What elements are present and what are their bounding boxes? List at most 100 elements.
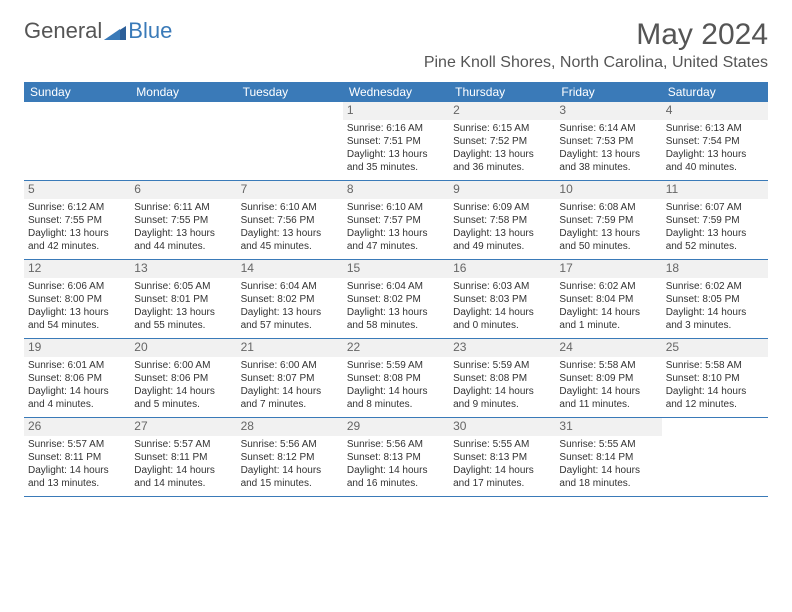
day-cell: 21Sunrise: 6:00 AMSunset: 8:07 PMDayligh… [237,339,343,417]
sunrise-text: Sunrise: 5:58 AM [666,359,764,372]
sunset-text: Sunset: 8:11 PM [134,451,232,464]
day-number: 2 [449,102,555,120]
day-cell [662,418,768,496]
sunset-text: Sunset: 7:57 PM [347,214,445,227]
sunrise-text: Sunrise: 5:59 AM [453,359,551,372]
day-number: 10 [555,181,661,199]
sunrise-text: Sunrise: 6:04 AM [347,280,445,293]
day-number: 15 [343,260,449,278]
daylight-text: Daylight: 14 hours and 5 minutes. [134,385,232,411]
daylight-text: Daylight: 14 hours and 1 minute. [559,306,657,332]
day-number: 5 [24,181,130,199]
day-number: 23 [449,339,555,357]
sunset-text: Sunset: 7:53 PM [559,135,657,148]
sunset-text: Sunset: 8:10 PM [666,372,764,385]
sunset-text: Sunset: 8:04 PM [559,293,657,306]
sunrise-text: Sunrise: 6:10 AM [241,201,339,214]
sunset-text: Sunset: 8:14 PM [559,451,657,464]
sunrise-text: Sunrise: 6:08 AM [559,201,657,214]
day-cell: 24Sunrise: 5:58 AMSunset: 8:09 PMDayligh… [555,339,661,417]
day-cell: 23Sunrise: 5:59 AMSunset: 8:08 PMDayligh… [449,339,555,417]
day-cell: 29Sunrise: 5:56 AMSunset: 8:13 PMDayligh… [343,418,449,496]
week-row: 5Sunrise: 6:12 AMSunset: 7:55 PMDaylight… [24,181,768,260]
day-cell: 22Sunrise: 5:59 AMSunset: 8:08 PMDayligh… [343,339,449,417]
sunrise-text: Sunrise: 6:07 AM [666,201,764,214]
day-number: 30 [449,418,555,436]
sunrise-text: Sunrise: 6:14 AM [559,122,657,135]
day-number: 18 [662,260,768,278]
sunrise-text: Sunrise: 6:01 AM [28,359,126,372]
sunrise-text: Sunrise: 5:57 AM [134,438,232,451]
day-number: 17 [555,260,661,278]
logo: General Blue [24,18,172,44]
day-number: 13 [130,260,236,278]
sunset-text: Sunset: 7:59 PM [559,214,657,227]
daylight-text: Daylight: 14 hours and 17 minutes. [453,464,551,490]
daylight-text: Daylight: 14 hours and 14 minutes. [134,464,232,490]
daylight-text: Daylight: 13 hours and 50 minutes. [559,227,657,253]
day-number: 14 [237,260,343,278]
day-cell [24,102,130,180]
sunrise-text: Sunrise: 5:55 AM [559,438,657,451]
day-cell: 15 Sunrise: 6:04 AMSunset: 8:02 PMDayligh… [343,260,449,338]
week-row: 19Sunrise: 6:01 AMSunset: 8:06 PMDayligh… [24,339,768,418]
sunset-text: Sunset: 8:08 PM [347,372,445,385]
sunrise-text: Sunrise: 6:09 AM [453,201,551,214]
sunset-text: Sunset: 8:08 PM [453,372,551,385]
day-number: 29 [343,418,449,436]
logo-triangle-icon [104,22,126,40]
daylight-text: Daylight: 14 hours and 3 minutes. [666,306,764,332]
sunrise-text: Sunrise: 6:16 AM [347,122,445,135]
day-cell: 17Sunrise: 6:02 AMSunset: 8:04 PMDayligh… [555,260,661,338]
day-cell: 9Sunrise: 6:09 AMSunset: 7:58 PMDaylight… [449,181,555,259]
sunrise-text: Sunrise: 5:58 AM [559,359,657,372]
day-cell: 5Sunrise: 6:12 AMSunset: 7:55 PMDaylight… [24,181,130,259]
dayheader-saturday: Saturday [662,82,768,102]
day-number: 16 [449,260,555,278]
daylight-text: Daylight: 13 hours and 45 minutes. [241,227,339,253]
dayheader-tuesday: Tuesday [237,82,343,102]
daylight-text: Daylight: 14 hours and 8 minutes. [347,385,445,411]
day-number: 12 [24,260,130,278]
day-cell: 3Sunrise: 6:14 AMSunset: 7:53 PMDaylight… [555,102,661,180]
daylight-text: Daylight: 13 hours and 58 minutes. [347,306,445,332]
daylight-text: Daylight: 13 hours and 42 minutes. [28,227,126,253]
daylight-text: Daylight: 13 hours and 54 minutes. [28,306,126,332]
sunset-text: Sunset: 7:51 PM [347,135,445,148]
day-number: 20 [130,339,236,357]
location: Pine Knoll Shores, North Carolina, Unite… [424,54,768,72]
sunrise-text: Sunrise: 5:57 AM [28,438,126,451]
sunset-text: Sunset: 8:06 PM [134,372,232,385]
title-block: May 2024 Pine Knoll Shores, North Caroli… [424,18,768,72]
day-cell: 30 Sunrise: 5:55 AMSunset: 8:13 PMDayligh… [449,418,555,496]
week-row: 12Sunrise: 6:06 AMSunset: 8:00 PMDayligh… [24,260,768,339]
sunrise-text: Sunrise: 6:13 AM [666,122,764,135]
logo-text-general: General [24,18,102,44]
sunrise-text: Sunrise: 6:00 AM [241,359,339,372]
sunset-text: Sunset: 8:13 PM [453,451,551,464]
daylight-text: Daylight: 13 hours and 49 minutes. [453,227,551,253]
day-cell: 31Sunrise: 5:55 AMSunset: 8:14 PMDayligh… [555,418,661,496]
day-cell: 11Sunrise: 6:07 AMSunset: 7:59 PMDayligh… [662,181,768,259]
daylight-text: Daylight: 13 hours and 57 minutes. [241,306,339,332]
day-number: 26 [24,418,130,436]
sunset-text: Sunset: 8:07 PM [241,372,339,385]
daylight-text: Daylight: 14 hours and 0 minutes. [453,306,551,332]
calendar: SundayMondayTuesdayWednesdayThursdayFrid… [24,82,768,497]
sunset-text: Sunset: 7:55 PM [28,214,126,227]
day-number: 19 [24,339,130,357]
dayheader-wednesday: Wednesday [343,82,449,102]
sunset-text: Sunset: 8:06 PM [28,372,126,385]
sunrise-text: Sunrise: 5:55 AM [453,438,551,451]
day-number: 24 [555,339,661,357]
sunset-text: Sunset: 8:11 PM [28,451,126,464]
day-number: 11 [662,181,768,199]
sunrise-text: Sunrise: 6:15 AM [453,122,551,135]
day-cell: 28Sunrise: 5:56 AMSunset: 8:12 PMDayligh… [237,418,343,496]
sunset-text: Sunset: 8:02 PM [347,293,445,306]
sunrise-text: Sunrise: 6:10 AM [347,201,445,214]
sunset-text: Sunset: 8:13 PM [347,451,445,464]
sunset-text: Sunset: 8:09 PM [559,372,657,385]
sunrise-text: Sunrise: 6:11 AM [134,201,232,214]
daylight-text: Daylight: 13 hours and 40 minutes. [666,148,764,174]
